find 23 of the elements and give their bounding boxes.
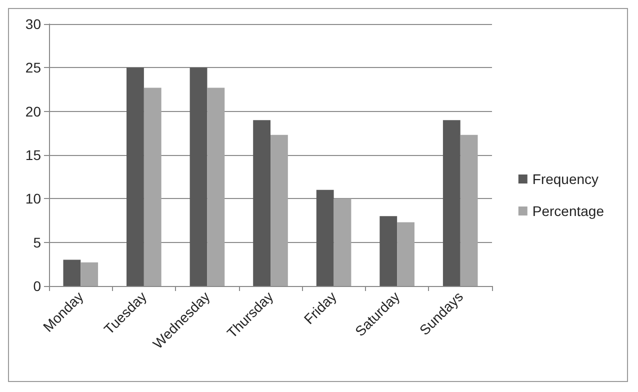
bar — [334, 198, 352, 286]
y-tick-label: 20 — [25, 103, 42, 120]
y-tick-label: 25 — [25, 60, 42, 76]
y-tick-label: 0 — [33, 278, 42, 294]
bar — [80, 262, 98, 286]
bar — [380, 216, 398, 286]
bar — [126, 68, 144, 286]
legend-label: Percentage — [532, 203, 604, 219]
bar — [190, 68, 208, 286]
bar — [442, 120, 460, 286]
y-tick-label: 5 — [33, 234, 42, 250]
legend-label: Frequency — [532, 171, 599, 187]
bar — [316, 190, 334, 286]
bar — [270, 134, 288, 286]
bar — [144, 88, 162, 286]
y-tick-label: 10 — [25, 190, 42, 207]
bar — [207, 88, 225, 286]
bar — [253, 120, 270, 286]
bar — [397, 222, 414, 286]
bar — [63, 260, 81, 286]
y-tick-label: 15 — [25, 147, 42, 163]
y-tick-label: 30 — [25, 16, 42, 32]
bar — [460, 134, 478, 286]
